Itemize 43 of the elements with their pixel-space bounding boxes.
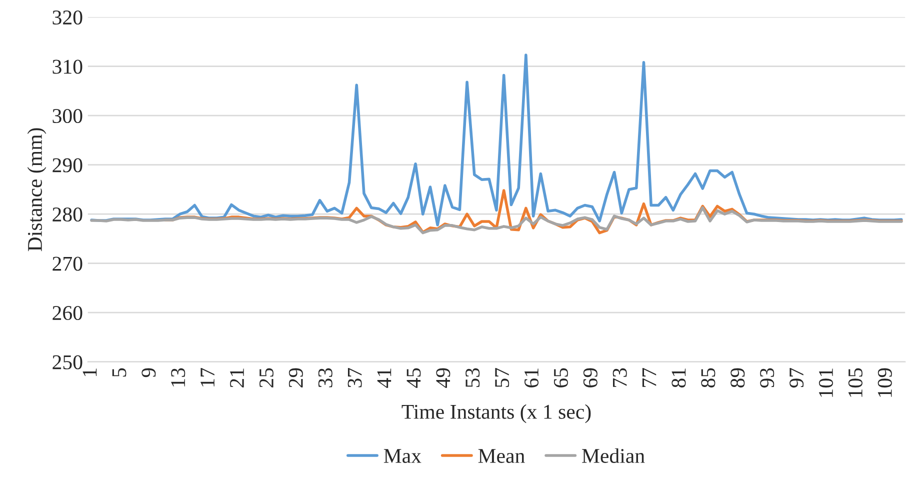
x-tick-label: 93 [760, 368, 774, 388]
x-tick-label: 49 [436, 368, 450, 388]
x-tick-label: 21 [230, 368, 244, 388]
x-tick-label: 9 [142, 368, 156, 378]
y-tick-label: 250 [52, 355, 82, 370]
y-axis-title: Distance (mm) [27, 128, 46, 252]
line-series [90, 54, 903, 226]
x-tick-label: 81 [672, 368, 686, 388]
y-tick-label: 280 [52, 207, 82, 222]
x-tick-label: 69 [583, 368, 598, 388]
x-tick-label: 25 [259, 368, 274, 388]
legend-label: Median [582, 448, 645, 463]
x-tick-label: 1 [82, 368, 97, 376]
x-tick-label: 53 [466, 368, 480, 388]
x-tick-label: 101 [818, 368, 834, 397]
x-tick-label: 65 [554, 368, 568, 388]
x-tick-label: 29 [288, 368, 303, 388]
x-tick-label: 5 [112, 368, 126, 377]
x-tick-label: 17 [200, 368, 214, 386]
y-tick-label: 300 [52, 108, 82, 124]
x-tick-label: 109 [878, 368, 892, 397]
x-tick-label: 33 [318, 368, 332, 388]
legend-label: Mean [478, 449, 525, 463]
legend-label: Max [384, 449, 422, 463]
line-series [90, 206, 903, 234]
y-tick-label: 310 [52, 60, 82, 74]
y-tick-label: 290 [52, 158, 82, 172]
x-tick-label: 77 [642, 368, 656, 387]
x-tick-label: 97 [790, 368, 804, 388]
x-tick-label: 41 [377, 368, 392, 388]
x-tick-label: 105 [848, 368, 862, 397]
x-tick-label: 85 [701, 368, 716, 388]
x-tick-label: 57 [495, 368, 510, 388]
x-axis-title: Time Instants (x 1 sec) [402, 404, 591, 424]
x-tick-label: 89 [730, 368, 745, 388]
y-tick-label: 270 [52, 256, 82, 271]
y-tick-label: 260 [52, 306, 82, 320]
y-tick-label: 320 [52, 10, 82, 25]
x-tick-label: 73 [612, 368, 627, 387]
x-tick-label: 61 [524, 368, 539, 388]
x-tick-label: 37 [348, 368, 362, 388]
x-tick-label: 13 [171, 368, 186, 386]
x-tick-label: 45 [406, 368, 421, 388]
